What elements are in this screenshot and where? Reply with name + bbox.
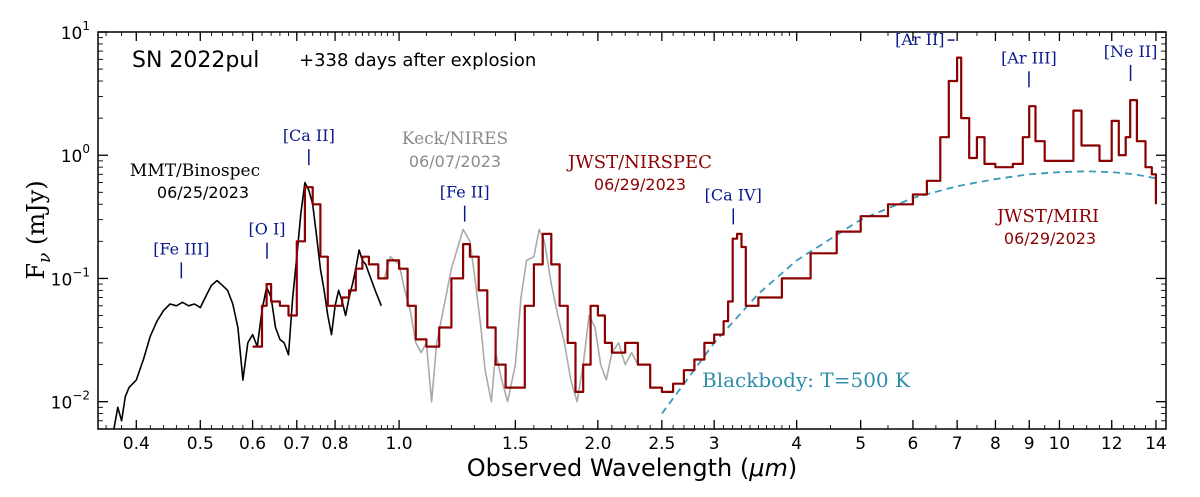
annotation-label: [Ne II] bbox=[1104, 42, 1158, 61]
series-label-nires: Keck/NIRES bbox=[402, 129, 508, 149]
y-tick-label: 10−2 bbox=[51, 389, 90, 414]
epoch-label: +338 days after explosion bbox=[299, 50, 536, 71]
series-date-mmt: 06/25/2023 bbox=[157, 183, 249, 202]
series-line-3 bbox=[661, 170, 1157, 415]
x-tick-label: 4 bbox=[791, 434, 802, 454]
y-axis-title: Fν (mJy) bbox=[22, 180, 55, 279]
x-tick-label: 9 bbox=[1024, 434, 1035, 454]
series-label-miri: JWST/MIRI bbox=[995, 206, 1099, 227]
y-tick-label: 10−1 bbox=[51, 265, 90, 290]
y-tick-label: 101 bbox=[61, 19, 90, 44]
x-tick-label: 2.5 bbox=[648, 434, 675, 454]
x-tick-label: 6 bbox=[908, 434, 919, 454]
series-label-nirspec: JWST/NIRSPEC bbox=[566, 152, 712, 173]
annotation-label: [Ca II] bbox=[283, 126, 335, 145]
x-tick-label: 0.5 bbox=[187, 434, 214, 454]
x-tick-label: 10 bbox=[1049, 434, 1071, 454]
annotation-label: [Fe II] bbox=[440, 183, 490, 202]
annotation-label: [Fe III] bbox=[153, 239, 209, 258]
x-tick-label: 1.5 bbox=[502, 434, 529, 454]
series-date-nirspec: 06/29/2023 bbox=[594, 175, 686, 194]
series-date-miri: 06/29/2023 bbox=[1004, 229, 1096, 248]
x-tick-label: 7 bbox=[952, 434, 963, 454]
annotation-label: [O I] bbox=[249, 220, 286, 239]
series-line-2 bbox=[252, 56, 1157, 393]
annotation-label: [Ar II] bbox=[895, 30, 944, 49]
x-tick-label: 12 bbox=[1101, 434, 1123, 454]
x-tick-label: 2.0 bbox=[584, 434, 611, 454]
x-tick-label: 14 bbox=[1145, 434, 1167, 454]
x-tick-label: 0.8 bbox=[322, 434, 349, 454]
series-label-mmt: MMT/Binospec bbox=[130, 161, 260, 181]
annotation-label: [Ca IV] bbox=[705, 185, 762, 204]
series-date-nires: 06/07/2023 bbox=[409, 152, 501, 171]
x-tick-label: 0.7 bbox=[283, 434, 310, 454]
series-layer bbox=[113, 56, 1157, 429]
annotations-layer: [Fe III] [O I] [Ca II] [Fe II] [Ca IV] [Ar II… bbox=[153, 30, 1158, 279]
x-tick-label: 0.4 bbox=[123, 434, 150, 454]
axis-ticks: 0.4 0.5 0.6 0.7 0.8 1.0 1.5 2.0 2.5 3 4 5 6 7 8 9 10 12 14… bbox=[51, 19, 1167, 454]
x-tick-label: 8 bbox=[990, 434, 1001, 454]
x-tick-label: 3 bbox=[709, 434, 720, 454]
object-name: SN 2022pul bbox=[132, 48, 259, 73]
x-tick-label: 5 bbox=[855, 434, 866, 454]
annotation-label: [Ar III] bbox=[1001, 48, 1057, 67]
y-tick-label: 100 bbox=[61, 142, 90, 167]
x-tick-label: 1.0 bbox=[386, 434, 413, 454]
x-tick-label: 0.6 bbox=[239, 434, 266, 454]
series-label-blackbody: Blackbody: T=500 K bbox=[702, 368, 911, 392]
x-axis-title: Observed Wavelength (μm) bbox=[467, 454, 798, 482]
plot-frame bbox=[97, 31, 1167, 430]
series-line-0 bbox=[113, 181, 383, 429]
